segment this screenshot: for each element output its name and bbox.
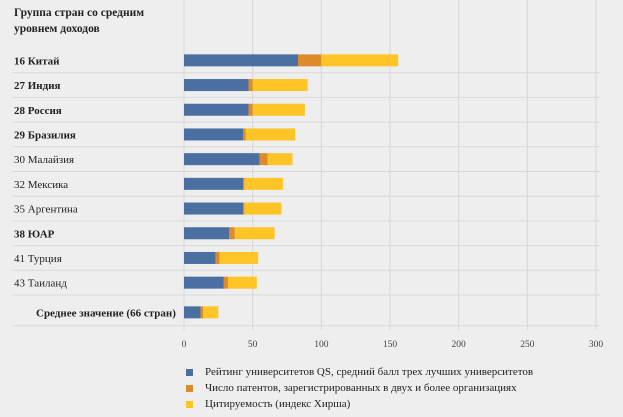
- category-label-8: 41 Турция: [14, 253, 62, 265]
- x-axis-ticks: 0 50 100 150 200 250 300: [182, 340, 604, 350]
- x-tick-label-300: 300: [589, 340, 604, 350]
- legend: Рейтинг университетов QS, средний балл т…: [186, 364, 533, 412]
- bar-2-7: [234, 227, 275, 240]
- bars: [184, 54, 399, 319]
- bar-0-2: [184, 103, 249, 116]
- bar-1-0: [297, 54, 322, 67]
- bar-1-9: [223, 276, 228, 289]
- chart-title: Группа стран со средним уровнем доходов: [14, 7, 145, 35]
- bar-0-5: [184, 177, 244, 190]
- bar-1-2: [248, 103, 253, 116]
- legend-item-citations: Цитируемость (индекс Хирша): [186, 396, 533, 412]
- bar-2-10: [203, 306, 219, 319]
- bar-2-3: [245, 128, 296, 141]
- legend-label-qs: Рейтинг университетов QS, средний балл т…: [205, 366, 534, 378]
- legend-item-patents: Число патентов, зарегистрированных в дву…: [186, 380, 533, 396]
- bar-2-0: [321, 54, 399, 67]
- category-label-4: 30 Малайзия: [14, 154, 74, 166]
- category-label-5: 32 Мексика: [14, 179, 68, 191]
- x-tick-label-0: 0: [182, 340, 187, 350]
- legend-item-qs: Рейтинг университетов QS, средний балл т…: [186, 364, 533, 380]
- category-label-7: 38 ЮАР: [14, 228, 55, 240]
- bar-1-10: [200, 306, 204, 319]
- legend-swatch-citations: [186, 400, 193, 408]
- bar-0-0: [184, 54, 298, 67]
- x-tick-label-250: 250: [520, 340, 535, 350]
- category-label-10: Среднее значение (66 стран): [36, 307, 176, 319]
- category-labels: 16 Китай 27 Индия 28 Россия 29 Бразилия 30 М…: [14, 55, 176, 319]
- category-label-1: 27 Индия: [14, 80, 61, 92]
- legend-label-patents: Число патентов, зарегистрированных в дву…: [205, 382, 517, 394]
- bar-0-7: [184, 227, 230, 240]
- x-tick-label-50: 50: [248, 340, 258, 350]
- bar-0-10: [184, 306, 201, 319]
- category-label-2: 28 Россия: [14, 105, 62, 117]
- bar-0-3: [184, 128, 244, 141]
- bar-0-8: [184, 251, 216, 264]
- legend-label-citations: Цитируемость (индекс Хирша): [205, 398, 351, 410]
- bar-0-6: [184, 202, 244, 215]
- category-label-3: 29 Бразилия: [14, 129, 76, 141]
- x-tick-label-200: 200: [452, 340, 467, 350]
- bar-2-8: [219, 251, 259, 264]
- bar-2-4: [267, 153, 293, 166]
- bar-2-5: [244, 177, 283, 190]
- bar-1-8: [215, 251, 220, 264]
- legend-swatch-patents: [186, 384, 193, 392]
- bar-1-7: [229, 227, 235, 240]
- bar-1-3: [243, 128, 246, 141]
- category-label-0: 16 Китай: [14, 55, 60, 67]
- category-separators: [12, 72, 600, 327]
- bar-2-9: [227, 276, 257, 289]
- category-label-9: 43 Таиланд: [14, 278, 67, 290]
- bar-2-2: [252, 103, 305, 116]
- bar-1-4: [259, 153, 268, 166]
- x-tick-label-150: 150: [383, 340, 398, 350]
- bar-1-6: [243, 202, 245, 215]
- bar-0-4: [184, 153, 260, 166]
- bar-0-9: [184, 276, 224, 289]
- bar-0-1: [184, 79, 249, 92]
- bar-2-6: [244, 202, 282, 215]
- x-tick-label-100: 100: [314, 340, 329, 350]
- legend-swatch-qs: [186, 368, 193, 376]
- bar-2-1: [252, 79, 308, 92]
- category-label-6: 35 Аргентина: [14, 204, 78, 216]
- bar-1-1: [248, 79, 253, 92]
- bar-1-5: [243, 177, 245, 190]
